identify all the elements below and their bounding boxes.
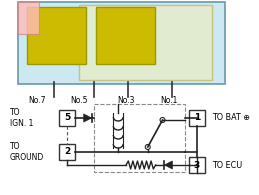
Bar bbox=[93, 104, 185, 172]
Text: No.3: No.3 bbox=[117, 96, 135, 105]
Text: No.5: No.5 bbox=[70, 96, 88, 105]
Bar bbox=[189, 157, 205, 173]
FancyBboxPatch shape bbox=[18, 2, 39, 34]
Polygon shape bbox=[84, 114, 92, 122]
Text: TO
IGN. 1: TO IGN. 1 bbox=[10, 108, 33, 128]
Bar bbox=[59, 110, 75, 126]
FancyBboxPatch shape bbox=[27, 7, 86, 64]
Circle shape bbox=[145, 144, 150, 150]
Text: 5: 5 bbox=[64, 113, 70, 122]
FancyBboxPatch shape bbox=[96, 7, 155, 64]
Polygon shape bbox=[164, 161, 172, 169]
Circle shape bbox=[160, 118, 165, 122]
FancyBboxPatch shape bbox=[18, 2, 225, 84]
Text: TO ECU: TO ECU bbox=[212, 160, 242, 169]
Bar bbox=[59, 144, 75, 160]
Text: 2: 2 bbox=[64, 147, 70, 157]
Text: No.7: No.7 bbox=[29, 96, 46, 105]
FancyBboxPatch shape bbox=[79, 5, 212, 80]
Text: TO
GROUND: TO GROUND bbox=[10, 142, 44, 162]
Bar bbox=[189, 110, 205, 126]
Text: 3: 3 bbox=[194, 160, 200, 169]
Text: No.1: No.1 bbox=[161, 96, 178, 105]
Text: 1: 1 bbox=[194, 113, 200, 122]
Text: TO BAT ⊕: TO BAT ⊕ bbox=[212, 113, 250, 122]
